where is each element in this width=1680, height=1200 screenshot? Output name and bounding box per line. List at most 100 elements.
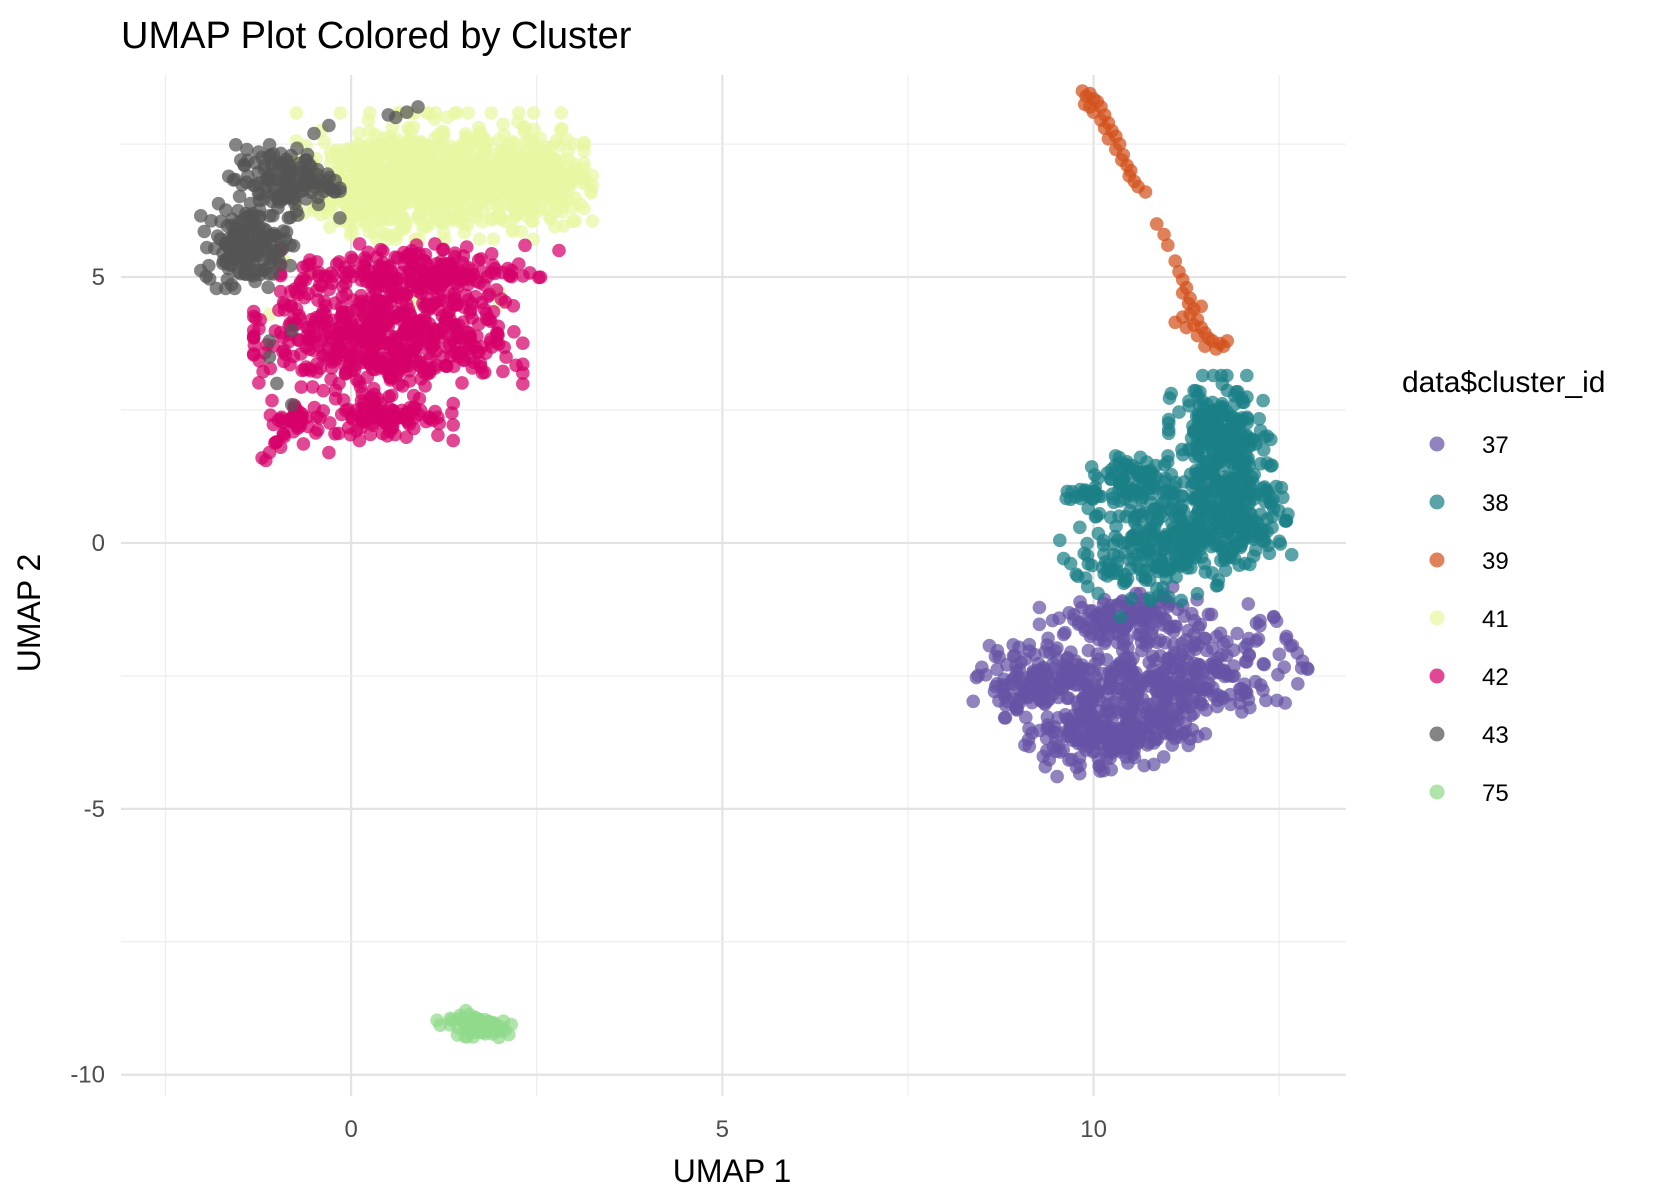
data-point [979,668,993,682]
data-point [1086,736,1101,750]
data-point [428,237,442,251]
data-point [1165,738,1179,752]
data-point [1204,607,1219,622]
data-point [1206,680,1220,695]
data-point [1188,492,1203,506]
data-point [1091,586,1105,601]
data-point [333,181,347,195]
data-point [1182,678,1197,692]
data-point [547,220,562,234]
data-point [1162,391,1177,405]
data-point [1150,708,1165,723]
data-point [1077,546,1091,561]
data-point [410,187,425,201]
data-point [1256,527,1270,542]
series-38 [1053,368,1299,624]
data-point [1152,675,1166,689]
data-point [211,196,226,211]
data-point [474,151,488,165]
data-point [1059,491,1073,506]
data-point [322,445,336,460]
data-point [199,269,213,284]
data-point [451,279,465,294]
data-point [273,440,288,455]
data-point [1264,432,1278,447]
data-point [1108,449,1123,463]
data-point [445,406,459,420]
data-point [1274,480,1289,495]
data-point [1036,687,1051,701]
data-point [1065,733,1079,747]
data-point [1173,665,1188,679]
data-point [380,351,395,366]
data-point [443,1018,457,1032]
data-point [1179,320,1194,335]
data-point [209,281,224,296]
data-point [262,334,277,348]
legend-label: 43 [1482,722,1509,749]
data-point [1285,638,1300,653]
data-point [1219,648,1234,663]
data-point [372,334,386,349]
data-point [462,136,477,150]
data-point [456,353,471,368]
data-point [463,329,478,344]
data-point [507,325,521,339]
data-point [1133,467,1147,482]
data-point [451,328,465,343]
data-point [1081,557,1096,571]
data-point [531,180,545,194]
data-point [1069,567,1083,582]
data-point [417,140,432,155]
data-point [241,232,255,247]
data-point [374,294,389,309]
data-point [1149,217,1164,231]
data-point [442,305,456,320]
data-point [1110,598,1125,613]
data-point [1161,238,1175,252]
data-point [225,238,240,252]
legend-label: 39 [1482,548,1509,575]
data-point [1113,610,1128,624]
data-point [1108,742,1122,756]
data-point [301,321,316,336]
data-point [1175,695,1190,709]
data-point [410,211,425,226]
data-point [1157,561,1171,576]
data-point [425,327,440,341]
data-point [532,270,546,285]
data-point [1081,643,1096,658]
data-point [313,361,328,376]
data-point [1198,339,1212,354]
data-point [302,342,317,357]
data-point [1022,739,1037,754]
data-point [568,191,583,205]
data-point [311,269,326,283]
data-point [1191,410,1206,425]
data-point [1073,758,1087,772]
data-point [305,380,320,394]
data-point [262,173,276,187]
data-point [373,160,387,175]
legend-item-41: 41 [1429,606,1509,633]
data-point [1158,635,1172,650]
data-point [561,144,575,158]
data-point [406,274,420,289]
data-point [477,302,492,317]
data-point [197,224,212,239]
data-point [372,307,387,322]
data-point [352,433,367,448]
data-point [1168,315,1182,330]
data-point [450,214,465,228]
data-point [473,1024,488,1039]
data-point [459,1003,473,1018]
data-point [317,135,332,149]
data-point [484,247,499,261]
data-point [1130,680,1145,695]
data-point [1270,693,1284,708]
data-point [485,340,499,354]
data-point [300,410,314,425]
data-point [531,141,546,155]
legend-key [1429,668,1445,684]
data-point [1116,644,1130,658]
